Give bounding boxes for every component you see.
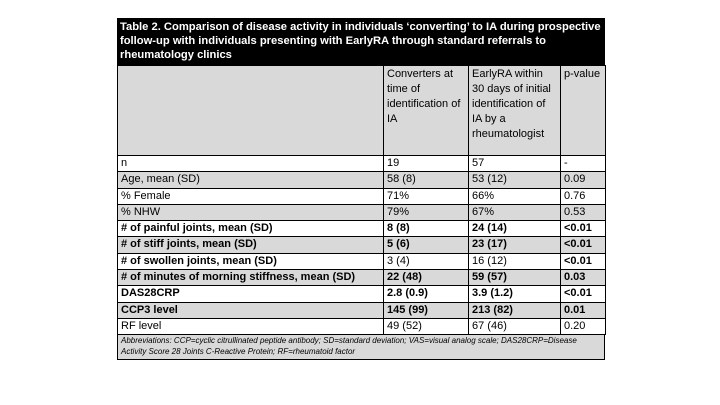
header-cell — [117, 65, 384, 156]
table-cell: 24 (14) — [468, 220, 561, 238]
table-cell: 16 (12) — [468, 252, 561, 271]
table-cell: 22 (48) — [383, 269, 469, 287]
table-cell: 145 (99) — [383, 301, 469, 319]
table-cell: DAS28CRP — [117, 285, 384, 303]
table-cell: 0.76 — [560, 187, 606, 205]
header-cell: EarlyRA within 30 days of initial identi… — [468, 65, 561, 156]
table-cell: # of minutes of morning stiffness, mean … — [117, 269, 384, 287]
table-row: # of painful joints, mean (SD) 8 (8) 24 (1… — [117, 220, 606, 238]
table-row: # of stiff joints, mean (SD) 5 (6) 23 (17)… — [117, 236, 606, 254]
header-cell: Converters at time of identification of … — [383, 65, 469, 156]
table: Converters at time of identification of … — [117, 65, 606, 336]
table-cell: 79% — [383, 203, 469, 222]
table-cell: 0.53 — [560, 203, 606, 222]
table-container: Table 2. Comparison of disease activity … — [117, 18, 606, 361]
table-cell: 59 (57) — [468, 269, 561, 287]
table-cell: <0.01 — [560, 236, 606, 254]
table-row: % Female 71% 66% 0.76 — [117, 187, 606, 205]
table-cell: 19 — [383, 154, 469, 173]
table-cell: # of stiff joints, mean (SD) — [117, 236, 384, 254]
table-row: RF level 49 (52) 67 (46) 0.20 — [117, 317, 606, 336]
table-cell: 58 (8) — [383, 171, 469, 189]
footnote: Abbreviations: CCP=cyclic citrullinated … — [117, 335, 605, 361]
table-cell: 0.09 — [560, 171, 606, 189]
table-cell: 5 (6) — [383, 236, 469, 254]
table-cell: 3.9 (1.2) — [468, 285, 561, 303]
header-row: Converters at time of identification of … — [117, 65, 606, 156]
table-cell: 71% — [383, 187, 469, 205]
table-cell: 57 — [468, 154, 561, 173]
table-cell: Age, mean (SD) — [117, 171, 384, 189]
table-row: Age, mean (SD) 58 (8) 53 (12) 0.09 — [117, 171, 606, 189]
table-row: CCP3 level 145 (99) 213 (82) 0.01 — [117, 301, 606, 319]
table-cell: 23 (17) — [468, 236, 561, 254]
table-cell: # of painful joints, mean (SD) — [117, 220, 384, 238]
table-row: # of minutes of morning stiffness, mean … — [117, 269, 606, 287]
table-row: % NHW 79% 67% 0.53 — [117, 203, 606, 222]
table-cell: <0.01 — [560, 252, 606, 271]
table-row: # of swollen joints, mean (SD) 3 (4) 16 (1… — [117, 252, 606, 271]
table-cell: 2.8 (0.9) — [383, 285, 469, 303]
table-cell: % NHW — [117, 203, 384, 222]
table-cell: % Female — [117, 187, 384, 205]
table-cell: - — [560, 154, 606, 173]
table-cell: 67% — [468, 203, 561, 222]
table-cell: CCP3 level — [117, 301, 384, 319]
table-cell: 49 (52) — [383, 317, 469, 336]
table-cell: 3 (4) — [383, 252, 469, 271]
table-cell: 67 (46) — [468, 317, 561, 336]
table-cell: <0.01 — [560, 220, 606, 238]
table-cell: <0.01 — [560, 285, 606, 303]
table-cell: 53 (12) — [468, 171, 561, 189]
table-cell: 8 (8) — [383, 220, 469, 238]
table-cell: RF level — [117, 317, 384, 336]
table-cell: n — [117, 154, 384, 173]
table-cell: 0.01 — [560, 301, 606, 319]
table-cell: # of swollen joints, mean (SD) — [117, 252, 384, 271]
table-row: DAS28CRP 2.8 (0.9) 3.9 (1.2) <0.01 — [117, 285, 606, 303]
header-cell: p-value — [560, 65, 606, 156]
table-row: n 19 57- — [117, 154, 606, 173]
table-cell: 66% — [468, 187, 561, 205]
table-title: Table 2. Comparison of disease activity … — [117, 18, 605, 65]
table-cell: 0.03 — [560, 269, 606, 287]
table-cell: 213 (82) — [468, 301, 561, 319]
table-cell: 0.20 — [560, 317, 606, 336]
